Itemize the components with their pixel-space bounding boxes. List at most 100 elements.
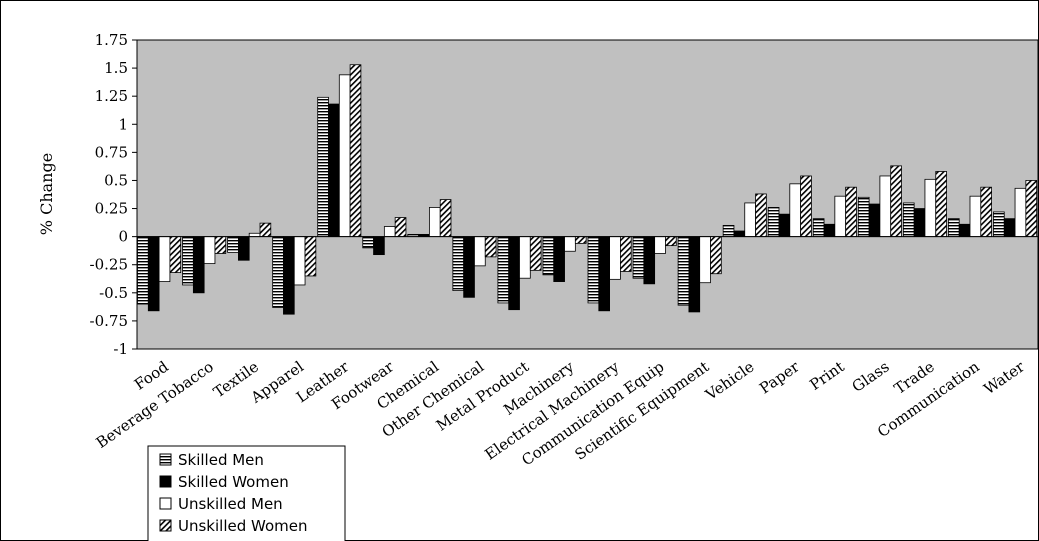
y-tick-label: 1.75 (95, 31, 128, 49)
bar (1003, 218, 1016, 238)
bar (227, 236, 239, 253)
legend-swatch (159, 497, 172, 510)
bar (529, 236, 542, 271)
bar (800, 175, 812, 238)
bar (587, 236, 600, 304)
bar (452, 236, 465, 291)
bar (304, 236, 317, 277)
y-axis: 1.75 1.5 1.25 1 0.75 0.5 0.25 0 -0.25 -0.5 -0.75 -1 (90, 31, 138, 358)
bar (439, 199, 452, 238)
bar (383, 226, 396, 238)
y-tick-label: 1.25 (95, 87, 128, 105)
bar (767, 207, 780, 238)
bar (812, 218, 825, 238)
bar (553, 236, 565, 282)
y-tick-label: -0.75 (90, 312, 128, 330)
bar (710, 236, 722, 275)
bar (237, 236, 250, 261)
bar (857, 196, 870, 238)
bar (508, 236, 520, 311)
bar (373, 236, 385, 256)
bar (192, 236, 205, 294)
bar (349, 64, 362, 238)
bar (463, 236, 475, 298)
bar (935, 171, 947, 238)
bar (283, 236, 295, 315)
bar (948, 218, 960, 238)
bar (733, 230, 746, 238)
legend-swatch (159, 453, 172, 466)
legend-label: Unskilled Women (178, 517, 308, 535)
bar (147, 236, 160, 312)
bar (542, 236, 555, 276)
bar (643, 236, 656, 285)
bar (1025, 180, 1038, 238)
bar (654, 236, 666, 254)
legend: Skilled Men Skilled Women Unskilled Men Uns… (147, 445, 346, 541)
bar (609, 236, 621, 280)
y-tick-label: 0.5 (104, 171, 128, 189)
bar (789, 183, 801, 238)
x-tick-label: Vehicle (701, 357, 757, 404)
bar (969, 195, 982, 238)
bar (564, 236, 576, 252)
bar (924, 178, 937, 238)
legend-label: Skilled Women (178, 473, 289, 491)
y-tick-label: -0.5 (99, 284, 128, 302)
bar (677, 236, 690, 306)
x-tick-label: Water (980, 357, 1028, 398)
bar (259, 222, 272, 238)
y-tick-label: 0.25 (95, 200, 128, 218)
y-axis-label: % Change (37, 153, 56, 235)
bar (632, 236, 645, 279)
bar (248, 232, 261, 238)
bar (868, 203, 881, 238)
x-tick-label: Glass (849, 358, 893, 396)
bar (823, 223, 836, 238)
bar (913, 208, 926, 238)
bar (722, 224, 735, 238)
bar (484, 236, 497, 258)
bar (879, 175, 892, 238)
bar (834, 195, 847, 238)
bar (755, 193, 767, 238)
legend-swatch (159, 475, 172, 488)
legend-box (147, 445, 346, 541)
bar (574, 236, 587, 244)
y-tick-label: 0 (118, 228, 128, 246)
bar (1014, 187, 1027, 238)
bar (203, 236, 216, 265)
bar (428, 207, 441, 238)
bar (519, 236, 531, 279)
bar (598, 236, 610, 312)
y-tick-label: 1 (118, 115, 128, 133)
bar (980, 186, 992, 238)
bar (845, 186, 857, 238)
bar (169, 236, 182, 273)
bar (158, 236, 171, 282)
bar (182, 236, 194, 286)
y-tick-label: 0.75 (95, 143, 128, 161)
bar (293, 236, 306, 286)
x-tick-label: Paper (756, 357, 803, 397)
bar (620, 236, 632, 272)
bar (688, 236, 701, 313)
bar (272, 236, 284, 308)
legend-label: Unskilled Men (178, 495, 283, 513)
bar (744, 202, 756, 238)
bar (958, 223, 971, 238)
bar (394, 217, 407, 238)
bar (474, 236, 486, 267)
bar (317, 96, 329, 238)
legend-swatch (159, 519, 172, 532)
bar (137, 236, 149, 305)
bar (699, 236, 711, 284)
y-tick-label: 1.5 (104, 59, 128, 77)
y-tick-label: -1 (113, 340, 128, 358)
bar (214, 236, 227, 254)
y-tick-label: -0.25 (90, 256, 128, 274)
bar (890, 165, 902, 238)
bar (778, 213, 791, 238)
bar (993, 211, 1005, 238)
